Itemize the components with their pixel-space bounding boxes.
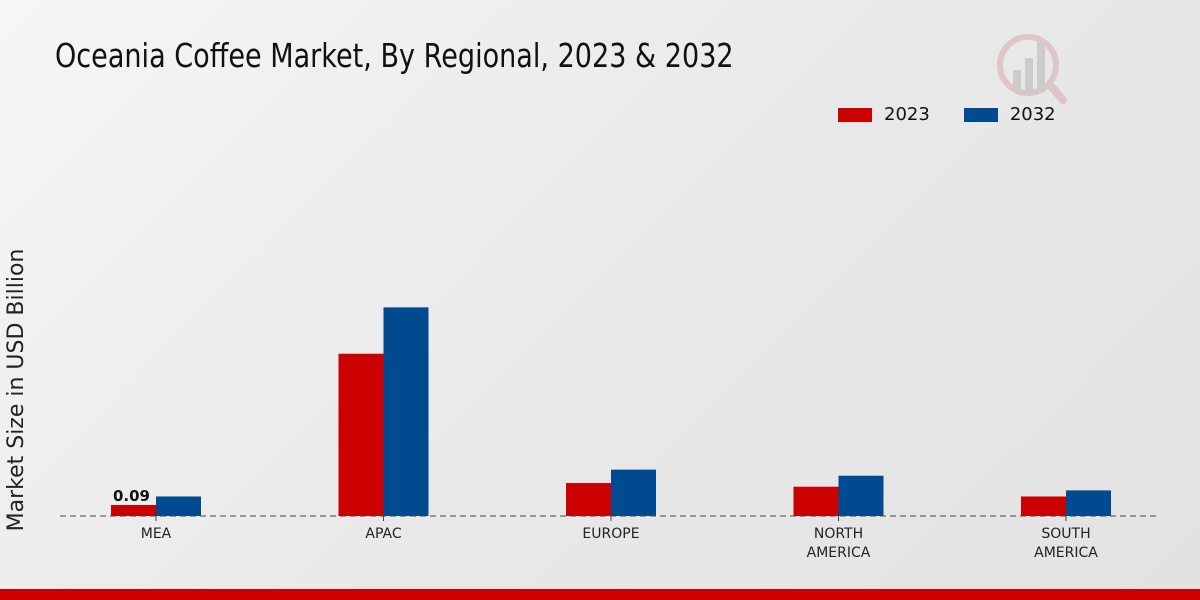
bottom-accent-bar — [0, 589, 1200, 600]
bar-2023-apac — [338, 353, 384, 516]
bar-2023-mea — [111, 505, 156, 516]
bar-2023-north-america — [793, 486, 839, 516]
bar-2032-apac — [383, 307, 429, 516]
x-tick-label: AMERICA — [807, 545, 871, 561]
bar-2032-north-america — [838, 475, 884, 516]
x-tick-label: SOUTH — [1041, 526, 1090, 542]
x-tick-label: APAC — [365, 526, 401, 542]
legend-item-2032: 2032 — [963, 104, 1056, 125]
x-tick-label: AMERICA — [1034, 545, 1098, 561]
legend-swatch-2023 — [838, 107, 872, 122]
bar-2032-south-america — [1066, 490, 1111, 516]
x-tick-label: EUROPE — [582, 526, 639, 542]
legend: 2023 2032 — [838, 104, 1056, 125]
legend-label-2023: 2023 — [884, 104, 930, 125]
legend-swatch-2032 — [963, 107, 998, 122]
x-tick-label: MEA — [141, 526, 172, 542]
bar-2032-mea — [156, 496, 201, 516]
chart-title: Oceania Coffee Market, By Regional, 2023… — [55, 36, 734, 75]
data-label: 0.09 — [113, 487, 150, 505]
legend-label-2032: 2032 — [1009, 104, 1056, 125]
x-tick-label: NORTH — [814, 526, 863, 542]
watermark-logo-icon — [997, 34, 1067, 104]
bar-2023-europe — [566, 483, 611, 516]
legend-item-2023: 2023 — [838, 104, 930, 125]
bar-2023-south-america — [1021, 496, 1066, 516]
bar-2032-europe — [611, 469, 656, 516]
